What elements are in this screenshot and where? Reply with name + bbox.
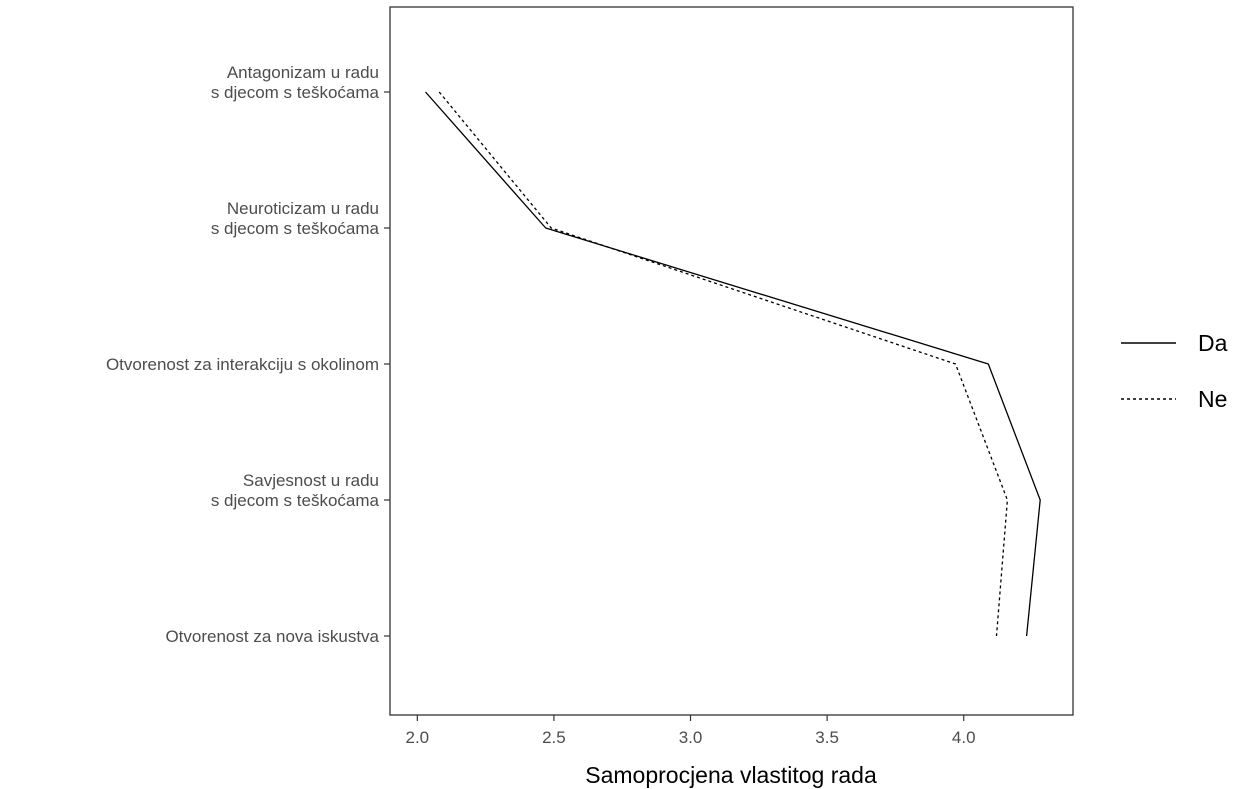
y-tick-label-line: Antagonizam u radu (227, 63, 379, 82)
x-tick-label: 3.5 (815, 728, 839, 747)
y-axis: Antagonizam u radu s djecom s teškoćamaNe… (106, 63, 390, 646)
plot-panel-border (389, 6, 1074, 716)
y-tick-label-line: s djecom s teškoćama (211, 219, 380, 238)
series-layer (425, 91, 1041, 637)
y-tick-label-line: s djecom s teškoćama (211, 83, 380, 102)
x-tick-label: 2.0 (405, 728, 429, 747)
y-tick-label-line: Neuroticizam u radu (227, 199, 379, 218)
x-axis-title: Samoprocjena vlastitog rada (585, 762, 877, 788)
legend: Da Ne (1121, 330, 1228, 412)
series-line-ne (438, 91, 1009, 637)
x-tick-label: 2.5 (542, 728, 566, 747)
x-tick-label: 4.0 (952, 728, 976, 747)
y-tick-label-line: Savjesnost u radu (243, 471, 379, 490)
legend-label-ne: Ne (1198, 386, 1227, 412)
y-tick-label: Otvorenost za interakciju s okolinom (106, 355, 379, 374)
x-tick-label: 3.0 (679, 728, 703, 747)
y-tick-label: Neuroticizam u radu s djecom s teškoćama (211, 199, 380, 238)
y-tick-label: Otvorenost za nova iskustva (165, 627, 379, 646)
y-tick-label-line: Otvorenost za nova iskustva (165, 627, 379, 646)
y-tick-label: Savjesnost u radu s djecom s teškoćama (211, 471, 380, 510)
x-axis: 2.0 2.5 3.0 3.5 4.0 (405, 715, 976, 747)
y-tick-label-line: s djecom s teškoćama (211, 491, 380, 510)
series-line-da (425, 91, 1041, 637)
y-tick-label-line: Otvorenost za interakciju s okolinom (106, 355, 379, 374)
y-tick-label: Antagonizam u radu s djecom s teškoćama (211, 63, 380, 102)
legend-label-da: Da (1198, 330, 1228, 356)
